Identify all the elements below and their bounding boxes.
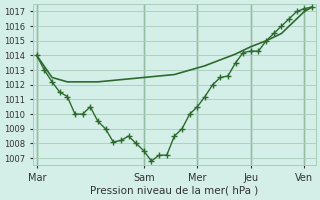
X-axis label: Pression niveau de la mer( hPa ): Pression niveau de la mer( hPa ) — [90, 186, 259, 196]
